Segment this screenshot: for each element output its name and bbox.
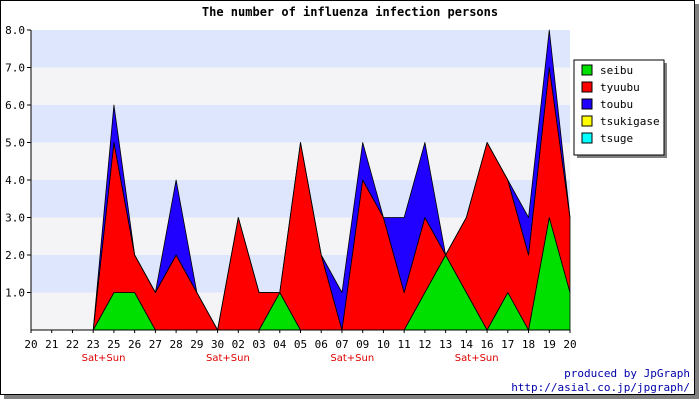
x-tick-label: 03 [252, 338, 265, 351]
x-tick-label: 21 [45, 338, 58, 351]
x-tick-label: 19 [543, 338, 556, 351]
x-tick-label: 14 [460, 338, 474, 351]
x-tick-label: 28 [169, 338, 182, 351]
legend-swatch-seibu [581, 64, 593, 76]
x-tick-label: 26 [128, 338, 141, 351]
legend-label-tsukigase: tsukigase [600, 115, 660, 128]
chart-title: The number of influenza infection person… [202, 5, 498, 19]
weekend-labels: Sat+Sun Sat+Sun Sat+Sun Sat+Sun [82, 353, 499, 364]
grid-band [31, 30, 570, 68]
x-tick-label: 23 [87, 338, 100, 351]
x-tick-label: 02 [232, 338, 245, 351]
x-tick-label: 27 [149, 338, 162, 351]
x-tick-label: 16 [480, 338, 493, 351]
x-tick-label: 11 [398, 338, 411, 351]
series-area-toubu [30, 29, 571, 331]
x-tick-label: 05 [294, 338, 307, 351]
y-tick-label: 1.0 [5, 287, 25, 300]
weekend-label: Sat+Sun [82, 353, 126, 364]
weekend-label: Sat+Sun [206, 353, 250, 364]
legend-label-seibu: seibu [600, 64, 633, 77]
weekend-label: Sat+Sun [330, 353, 374, 364]
legend-swatch-toubu [581, 98, 593, 110]
x-tick-label: 13 [439, 338, 452, 351]
x-tick-label: 04 [273, 338, 287, 351]
y-tick-label: 3.0 [5, 212, 25, 225]
grid-band [31, 67, 570, 105]
y-tick-label: 4.0 [5, 174, 25, 187]
y-tick-label: 5.0 [5, 137, 25, 150]
legend-swatch-tyuubu [581, 81, 593, 93]
legend-swatch-tsuge [581, 132, 593, 144]
x-tick-label: 12 [418, 338, 431, 351]
x-tick-label: 10 [377, 338, 390, 351]
y-tick-label: 6.0 [5, 99, 25, 112]
x-tick-label: 07 [335, 338, 348, 351]
grid-band [31, 105, 570, 143]
y-tick-label: 2.0 [5, 249, 25, 262]
x-tick-label: 20 [24, 338, 37, 351]
legend-label-tsuge: tsuge [600, 132, 633, 145]
x-tick-label: 29 [190, 338, 203, 351]
y-tick-label: 7.0 [5, 62, 25, 75]
x-tick-label: 22 [66, 338, 79, 351]
legend: seibu tyuubu toubu tsukigase tsuge [573, 59, 667, 158]
x-tick-label: 06 [315, 338, 328, 351]
x-tick-label: 30 [211, 338, 224, 351]
x-tick-label: 17 [501, 338, 514, 351]
legend-swatch-tsukigase [581, 115, 593, 127]
x-tick-label: 25 [107, 338, 120, 351]
weekend-label: Sat+Sun [455, 353, 499, 364]
legend-label-toubu: toubu [600, 98, 633, 111]
y-tick-labels: 1.0 2.0 3.0 4.0 5.0 6.0 7.0 8.0 [5, 24, 31, 300]
legend-label-tyuubu: tyuubu [600, 81, 640, 94]
x-tick-labels: 20 21 22 23 25 26 27 28 29 30 02 03 04 05 06 07 09 10 11 12… [24, 330, 577, 351]
x-tick-label: 09 [356, 338, 369, 351]
x-tick-label: 18 [522, 338, 535, 351]
credit-line-2[interactable]: http://asial.co.jp/jpgraph/ [511, 381, 690, 394]
y-tick-label: 8.0 [5, 24, 25, 37]
credit-line-1[interactable]: produced by JpGraph [564, 367, 690, 380]
x-tick-label: 20 [563, 338, 576, 351]
